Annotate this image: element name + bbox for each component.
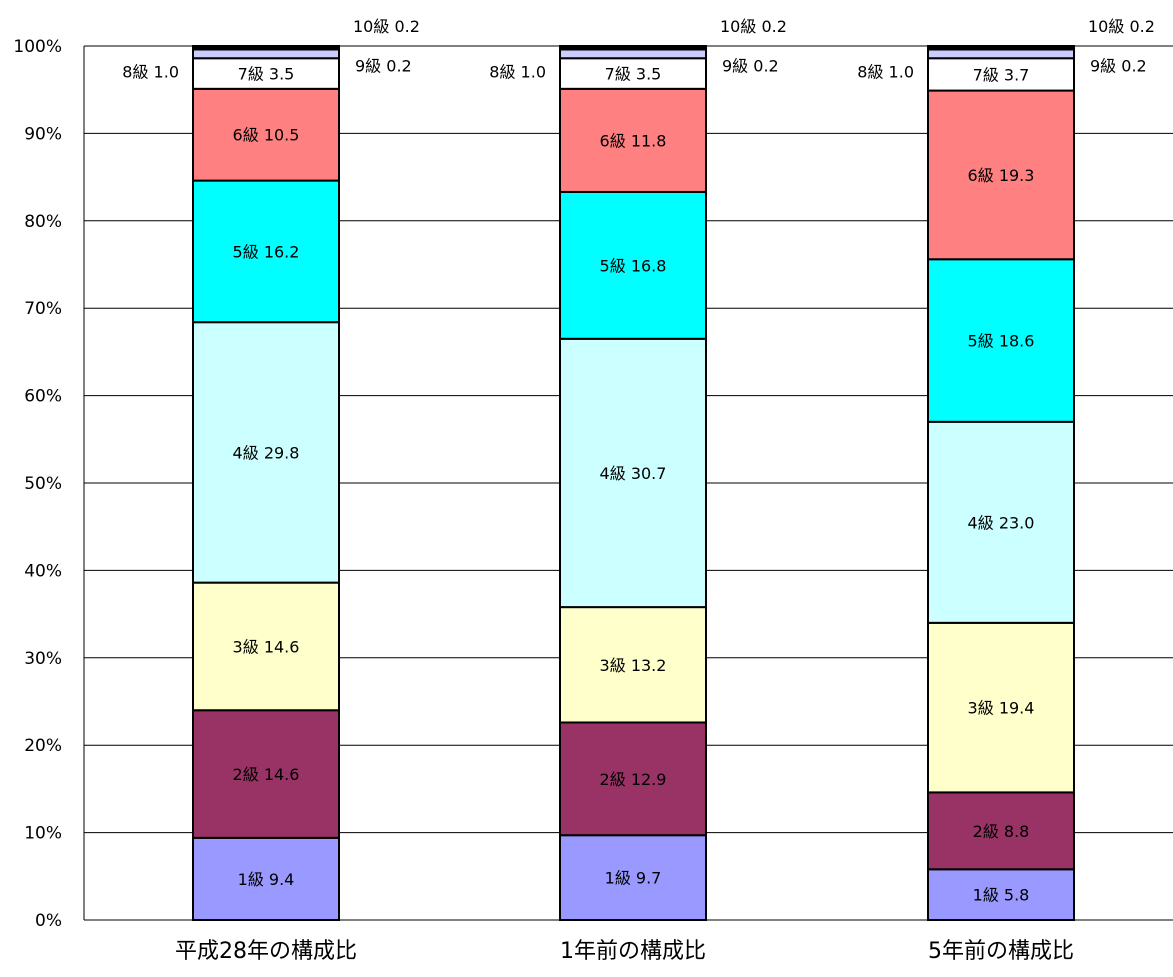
y-tick-label: 90% bbox=[24, 124, 62, 144]
y-tick-label: 40% bbox=[24, 561, 62, 581]
bar-segment bbox=[192, 57, 340, 90]
bar-segment bbox=[559, 606, 707, 724]
y-tick-label: 100% bbox=[13, 37, 62, 57]
bar-segment bbox=[559, 57, 707, 90]
data-label: 1級 5.8 bbox=[973, 886, 1030, 905]
data-label: 5級 16.8 bbox=[600, 256, 667, 275]
y-tick-label: 50% bbox=[24, 474, 62, 494]
bar-segment bbox=[192, 48, 340, 60]
data-label: 4級 29.8 bbox=[233, 443, 300, 462]
data-label: 8級 1.0 bbox=[122, 62, 179, 81]
data-labels: 1級 9.4 2級 14.6 3級 14.6 4級 29.8 5級 16.2 6級 10.… bbox=[122, 17, 1155, 905]
data-label: 10級 0.2 bbox=[720, 17, 787, 36]
bar-segment bbox=[559, 337, 707, 609]
bar-segment bbox=[927, 57, 1075, 92]
data-label: 4級 23.0 bbox=[968, 513, 1035, 532]
x-category-label: 平成28年の構成比 bbox=[175, 939, 357, 964]
bar-segment bbox=[559, 190, 707, 340]
data-label: 9級 0.2 bbox=[355, 56, 412, 75]
data-label: 5級 16.2 bbox=[233, 242, 300, 261]
data-label: 9級 0.2 bbox=[1090, 56, 1147, 75]
data-label: 10級 0.2 bbox=[353, 17, 420, 36]
bar-segment bbox=[927, 89, 1075, 261]
data-label: 6級 11.8 bbox=[600, 131, 667, 150]
data-label: 10級 0.2 bbox=[1088, 17, 1155, 36]
data-label: 1級 9.4 bbox=[238, 870, 295, 889]
y-tick-label: 20% bbox=[24, 736, 62, 756]
y-tick-label: 80% bbox=[24, 212, 62, 232]
data-label: 8級 1.0 bbox=[857, 62, 914, 81]
data-label: 1級 9.7 bbox=[605, 869, 662, 888]
y-tick-label: 70% bbox=[24, 299, 62, 319]
data-label: 6級 10.5 bbox=[233, 126, 300, 145]
bar-segment bbox=[927, 258, 1075, 423]
data-label: 2級 8.8 bbox=[973, 822, 1030, 841]
data-label: 3級 14.6 bbox=[233, 637, 300, 656]
data-label: 5級 18.6 bbox=[968, 332, 1035, 351]
bar-segment bbox=[559, 834, 707, 921]
bar-segment bbox=[927, 621, 1075, 794]
data-label: 6級 19.3 bbox=[968, 166, 1035, 185]
bar-segment bbox=[192, 179, 340, 324]
bar-segment bbox=[927, 45, 1075, 49]
data-label: 7級 3.5 bbox=[605, 65, 662, 84]
y-tick-label: 10% bbox=[24, 824, 62, 844]
bar-segment bbox=[927, 420, 1075, 624]
y-tick-label: 0% bbox=[35, 911, 62, 931]
bar-segment bbox=[559, 45, 707, 49]
y-axis-tick-labels: 0% 10% 20% 30% 40% 50% 60% 70% 80% 90% 100% bbox=[13, 37, 62, 931]
data-label: 4級 30.7 bbox=[600, 464, 667, 483]
x-category-label: 1年前の構成比 bbox=[560, 939, 706, 964]
data-label: 7級 3.5 bbox=[238, 65, 295, 84]
data-label: 7級 3.7 bbox=[973, 65, 1030, 84]
bar-segment bbox=[927, 868, 1075, 921]
x-category-label: 5年前の構成比 bbox=[928, 939, 1074, 964]
data-label: 2級 14.6 bbox=[233, 765, 300, 784]
bar-segment bbox=[559, 48, 707, 60]
data-label: 8級 1.0 bbox=[489, 62, 546, 81]
bar-segment bbox=[559, 721, 707, 837]
data-label: 3級 19.4 bbox=[968, 699, 1035, 718]
bar-segment bbox=[192, 87, 340, 182]
data-label: 2級 12.9 bbox=[600, 770, 667, 789]
y-tick-label: 30% bbox=[24, 649, 62, 669]
bar-segment bbox=[559, 87, 707, 193]
bar-segment bbox=[192, 836, 340, 921]
y-tick-label: 60% bbox=[24, 387, 62, 407]
bar-segment bbox=[192, 45, 340, 49]
data-label: 3級 13.2 bbox=[600, 656, 667, 675]
bar-segment bbox=[927, 48, 1075, 60]
bars bbox=[192, 45, 1075, 921]
data-label: 9級 0.2 bbox=[722, 56, 779, 75]
x-axis-category-labels: 平成28年の構成比 1年前の構成比 5年前の構成比 bbox=[175, 939, 1074, 964]
